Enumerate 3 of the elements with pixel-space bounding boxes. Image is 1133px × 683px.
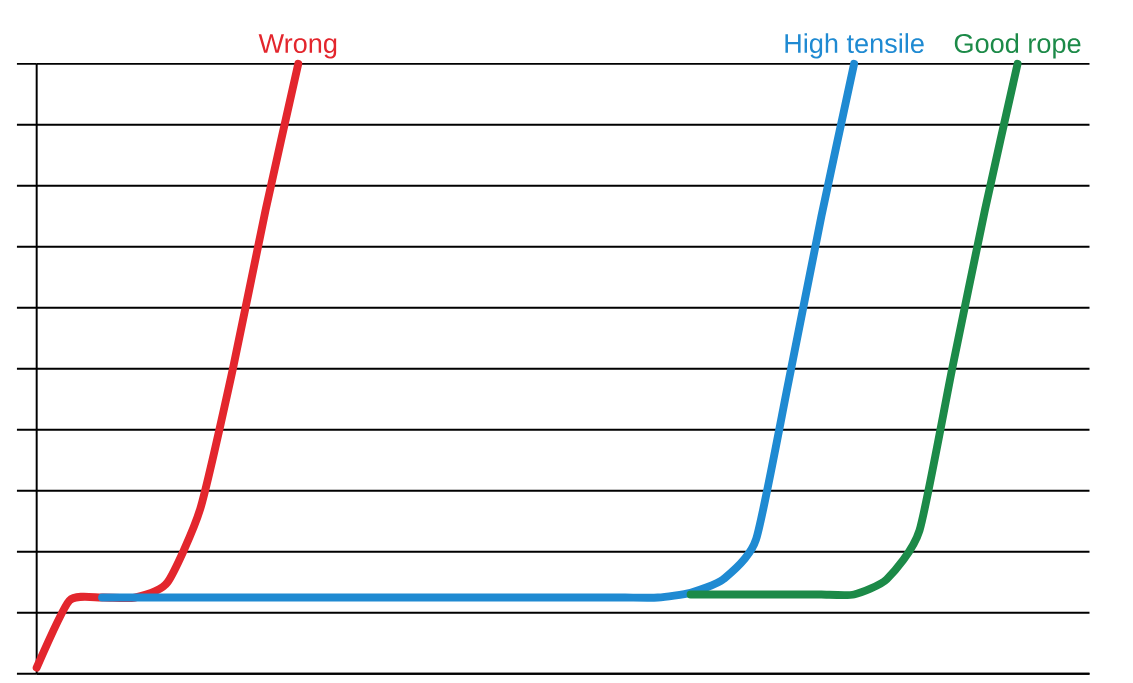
series-label: Good rope <box>954 33 1081 59</box>
series-label: Wrong <box>258 34 337 59</box>
series-label: High tensile <box>785 33 924 59</box>
